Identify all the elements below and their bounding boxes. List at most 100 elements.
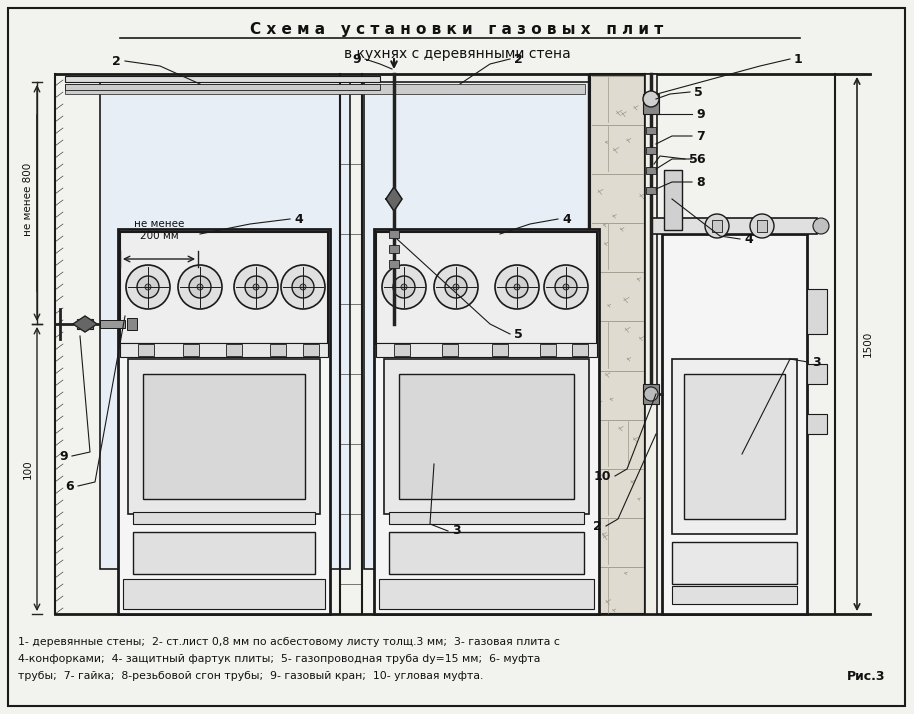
Circle shape <box>189 276 211 298</box>
Bar <box>77 319 93 329</box>
Bar <box>646 167 656 174</box>
Bar <box>590 74 645 614</box>
Bar <box>394 344 410 356</box>
Circle shape <box>281 265 325 309</box>
Circle shape <box>292 276 314 298</box>
Text: не менее
200 мм: не менее 200 мм <box>133 219 185 241</box>
Bar <box>389 532 584 574</box>
Bar <box>376 232 597 344</box>
Bar <box>646 147 656 154</box>
Text: 9: 9 <box>696 108 705 121</box>
Bar <box>807 364 827 384</box>
Bar <box>65 84 380 90</box>
Bar <box>270 344 286 356</box>
Bar <box>399 374 574 499</box>
Bar <box>664 170 682 230</box>
Text: 6: 6 <box>66 480 74 493</box>
Circle shape <box>126 265 170 309</box>
Bar <box>143 374 305 499</box>
Polygon shape <box>73 316 97 332</box>
Circle shape <box>514 284 520 290</box>
Text: 3: 3 <box>452 525 461 538</box>
Circle shape <box>445 276 467 298</box>
Circle shape <box>644 387 658 401</box>
Circle shape <box>750 214 774 238</box>
Text: 9: 9 <box>59 450 68 463</box>
Circle shape <box>506 276 528 298</box>
Text: 4: 4 <box>294 213 303 226</box>
Bar <box>389 512 584 524</box>
Bar <box>374 229 599 614</box>
Bar <box>646 187 656 194</box>
Bar <box>712 220 722 232</box>
Text: С х е м а   у с т а н о в к и   г а з о в ы х   п л и т: С х е м а у с т а н о в к и г а з о в ы … <box>250 21 664 36</box>
Circle shape <box>137 276 159 298</box>
Bar <box>120 232 328 344</box>
Bar <box>672 359 797 534</box>
Text: 8: 8 <box>696 176 705 188</box>
Circle shape <box>300 284 306 290</box>
Bar <box>672 542 797 584</box>
Text: 3: 3 <box>812 356 821 368</box>
Bar <box>127 318 137 330</box>
Bar <box>183 344 199 356</box>
Bar <box>226 344 242 356</box>
Bar <box>376 343 597 357</box>
Circle shape <box>245 276 267 298</box>
Bar <box>303 344 319 356</box>
Circle shape <box>434 265 478 309</box>
Text: 1500: 1500 <box>863 331 873 357</box>
Bar <box>120 343 328 357</box>
Bar <box>65 84 585 94</box>
Text: 6: 6 <box>696 153 705 166</box>
Text: 100: 100 <box>23 459 33 479</box>
Text: 2: 2 <box>514 53 523 66</box>
Bar <box>662 234 807 614</box>
Circle shape <box>544 265 588 309</box>
Bar <box>572 344 588 356</box>
Bar <box>807 289 827 334</box>
Bar <box>364 82 612 569</box>
Bar <box>540 344 556 356</box>
Text: 9: 9 <box>353 53 361 66</box>
Circle shape <box>495 265 539 309</box>
Text: 4: 4 <box>744 233 753 246</box>
Circle shape <box>563 284 569 290</box>
Circle shape <box>643 91 659 107</box>
Text: 5: 5 <box>694 86 703 99</box>
Bar <box>684 374 785 519</box>
Bar <box>133 532 315 574</box>
Bar <box>384 359 589 514</box>
Circle shape <box>401 284 407 290</box>
Bar <box>65 76 380 82</box>
Bar <box>442 344 458 356</box>
Circle shape <box>197 284 203 290</box>
Text: 4-конфорками;  4- защитный фартук плиты;  5- газопроводная труба dy=15 мм;  6- м: 4-конфорками; 4- защитный фартук плиты; … <box>18 654 540 664</box>
Bar <box>100 82 350 569</box>
Text: не менее 800: не менее 800 <box>23 162 33 236</box>
Bar <box>123 579 325 609</box>
Text: 4: 4 <box>562 213 570 226</box>
Circle shape <box>178 265 222 309</box>
Text: 1- деревянные стены;  2- ст.лист 0,8 мм по асбестовому листу толщ.3 мм;  3- газо: 1- деревянные стены; 2- ст.лист 0,8 мм п… <box>18 637 560 647</box>
Bar <box>128 359 320 514</box>
Bar <box>645 74 657 614</box>
Circle shape <box>813 218 829 234</box>
Text: 5: 5 <box>689 153 697 166</box>
Circle shape <box>555 276 577 298</box>
Circle shape <box>145 284 151 290</box>
Bar <box>118 229 330 614</box>
Bar <box>379 579 594 609</box>
Circle shape <box>393 276 415 298</box>
Bar <box>807 414 827 434</box>
Bar <box>643 94 659 114</box>
Bar <box>389 260 399 268</box>
Text: 1: 1 <box>794 53 802 66</box>
Bar <box>492 344 508 356</box>
Bar <box>757 220 767 232</box>
Bar <box>643 384 659 404</box>
Text: Рис.3: Рис.3 <box>846 670 885 683</box>
Polygon shape <box>386 187 402 211</box>
Text: 10: 10 <box>593 470 611 483</box>
Bar <box>389 245 399 253</box>
